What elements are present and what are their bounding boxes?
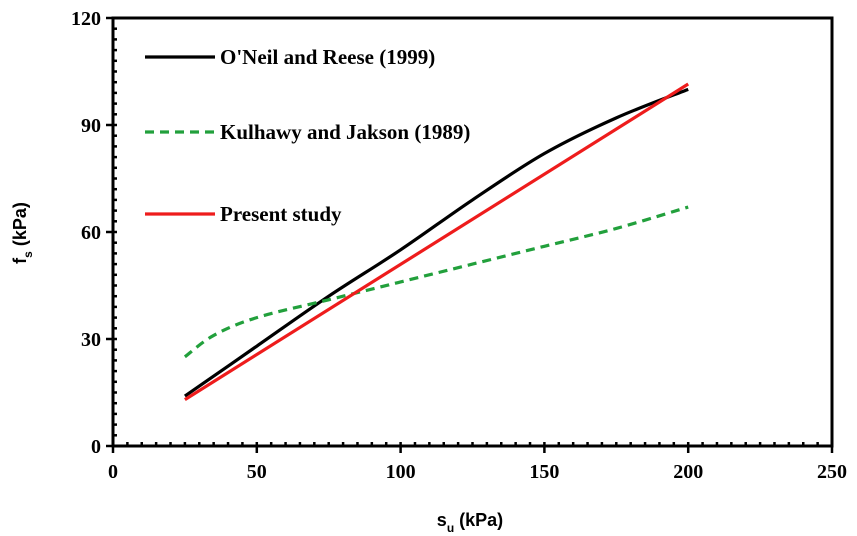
x-tick-label: 200 (673, 461, 703, 483)
y-axis-title-main: f (10, 257, 30, 264)
x-tick-label: 250 (817, 461, 847, 483)
legend: O'Neil and Reese (1999) Kulhawy and Jakso… (145, 45, 470, 226)
series-line-1 (183, 87, 689, 398)
y-tick-label: 90 (81, 115, 101, 137)
series-line-2 (183, 205, 689, 359)
series-layer (183, 82, 690, 401)
x-axis-title: su (kPa) (437, 510, 503, 535)
y-axis-title-unit: (kPa) (10, 202, 30, 251)
x-axis-title-sub: u (447, 521, 454, 535)
x-tick-label: 50 (247, 461, 267, 483)
legend-label-2: Kulhawy and Jakson (1989) (220, 120, 470, 144)
x-axis-title-main: s (437, 510, 447, 530)
plot-frame (111, 16, 834, 448)
x-axis-title-unit: (kPa) (454, 510, 503, 530)
y-tick-label: 0 (91, 436, 101, 458)
x-tick-label: 150 (529, 461, 559, 483)
x-tick-label: 0 (108, 461, 118, 483)
y-tick-label: 120 (71, 8, 101, 30)
series-line-3 (184, 82, 690, 401)
axis-labels: su (kPa) fs (kPa) (10, 202, 503, 535)
y-axis-title: fs (kPa) (10, 202, 35, 264)
legend-label-3: Present study (220, 202, 342, 226)
axes: 0 50 100 150 200 250 0 30 60 90 120 (71, 8, 847, 483)
y-axis-title-sub: s (21, 251, 35, 258)
y-tick-label: 60 (81, 222, 101, 244)
y-tick-label: 30 (81, 329, 101, 351)
x-tick-label: 100 (386, 461, 416, 483)
legend-label-1: O'Neil and Reese (1999) (220, 45, 435, 69)
